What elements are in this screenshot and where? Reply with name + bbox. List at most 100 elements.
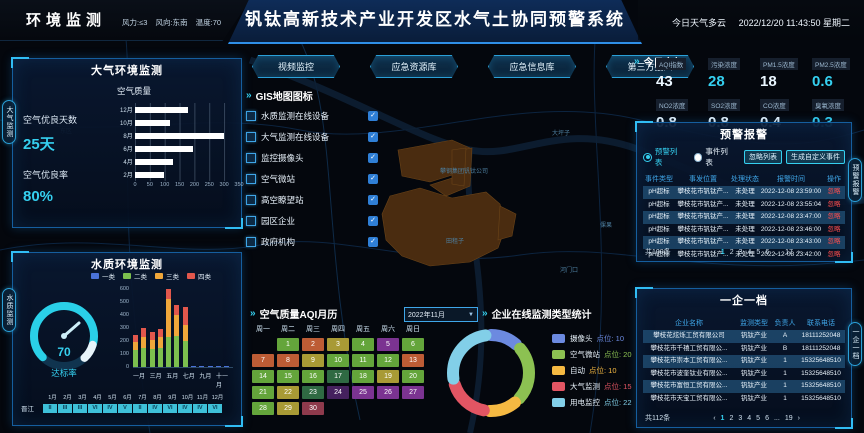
page-number[interactable]: 17	[785, 248, 793, 256]
month-label: 10月	[181, 395, 194, 401]
page-number[interactable]: 1	[720, 248, 725, 256]
page-number[interactable]: 3	[738, 248, 743, 256]
right-tab-enterprise[interactable]: 一企一档	[848, 322, 862, 366]
page-prev[interactable]: ‹	[713, 248, 716, 256]
air-bar-row: 8月	[117, 129, 237, 142]
page-number[interactable]: 3	[738, 414, 743, 422]
column-header: 报警时间	[777, 176, 805, 183]
left-tab-air[interactable]: 大气监测	[2, 100, 16, 144]
page-prev[interactable]: ‹	[713, 414, 716, 422]
page-number[interactable]: 2	[729, 414, 734, 422]
alarm-table-header: 事件类型 事发位置 处理状态 报警时间 操作	[643, 172, 845, 186]
custom-event-button[interactable]: 生成自定义事件	[786, 150, 845, 164]
calendar-day-cell: 19	[377, 370, 399, 383]
air-metric-value: 18	[760, 73, 777, 90]
axis-tick: 九月	[199, 374, 212, 380]
air-bar-category: 2月	[123, 173, 133, 179]
layer-checkbox[interactable]: ✓	[368, 152, 378, 163]
page-number[interactable]: ...	[774, 248, 781, 256]
month-label: 7月	[138, 395, 147, 401]
gis-layer-label: 监控摄像头	[261, 152, 304, 163]
water-level-cell: IV	[193, 403, 207, 413]
weekday-label: 周五	[356, 326, 370, 333]
page-number[interactable]: ...	[773, 414, 780, 422]
alarm-panel: 预警报警 预警列表 事件列表 忽略列表 生成自定义事件 事件类型 事发位置 处理状态…	[635, 121, 853, 263]
page-number[interactable]: 6	[765, 248, 770, 256]
gis-layer-item[interactable]: 监控摄像头 ✓	[246, 149, 378, 166]
toolbar-button[interactable]: 应急信息库	[488, 55, 576, 78]
page-number[interactable]: 1	[720, 414, 725, 422]
air-bar-row: 6月	[117, 142, 237, 155]
ignore-list-button[interactable]: 忽略列表	[744, 150, 782, 164]
stacked-bar	[133, 334, 138, 367]
event-list-label[interactable]: 事件列表	[705, 147, 728, 167]
legend-count: 点位: 15	[604, 381, 632, 391]
chevron-right-icon: »	[482, 308, 488, 319]
page-next[interactable]: ›	[797, 248, 801, 256]
layer-icon	[246, 215, 256, 226]
calendar-day-cell: 6	[402, 338, 424, 351]
table-cell: 钒钛产业	[741, 357, 767, 364]
calendar-day-cell: 24	[327, 386, 349, 399]
ignore-action[interactable]: 忽略	[827, 213, 841, 220]
header-right-block: 今日天气多云 2022/12/20 11:43:50 星期二	[638, 0, 864, 40]
layer-checkbox[interactable]: ✓	[368, 131, 378, 142]
layer-checkbox[interactable]: ✓	[368, 110, 378, 121]
alarm-controls: 预警列表 事件列表 忽略列表 生成自定义事件	[643, 146, 845, 168]
gis-layer-item[interactable]: 高空瞭望站 ✓	[246, 191, 378, 208]
bar-segment	[141, 347, 147, 367]
left-tab-water[interactable]: 水质监测	[2, 288, 16, 332]
gis-layer-item[interactable]: 大气监测在线设备 ✓	[246, 128, 378, 145]
page-number[interactable]: 5	[756, 248, 761, 256]
layer-checkbox[interactable]: ✓	[368, 173, 378, 184]
layer-checkbox[interactable]: ✓	[368, 236, 378, 247]
page-number[interactable]: 6	[765, 414, 769, 422]
ignore-action[interactable]: 忽略	[827, 188, 841, 195]
river-level-cells: II III III VI IV V II IV VI IV IV VI	[43, 403, 223, 413]
weather-today: 今日天气多云	[672, 18, 727, 28]
air-metric-value: 28	[708, 73, 725, 90]
page-number[interactable]: 2	[729, 248, 734, 256]
page-next[interactable]: ›	[797, 414, 800, 422]
alarm-table: 事件类型 事发位置 处理状态 报警时间 操作 pH超标 攀枝花市钒钛产... 未处理 2022…	[643, 172, 845, 261]
gis-layer-item[interactable]: 园区企业 ✓	[246, 212, 378, 229]
weekday-label: 周二	[281, 326, 295, 333]
layer-checkbox[interactable]: ✓	[368, 194, 378, 205]
air-bar	[134, 171, 165, 178]
water-level-cell: VI	[88, 403, 102, 413]
stacked-bar	[141, 328, 147, 367]
column-header: 监测类型	[740, 320, 768, 327]
toolbar-button[interactable]: 应急资源库	[370, 55, 458, 78]
air-chart-title: 空气质量	[117, 86, 152, 96]
stacked-bar	[182, 307, 188, 367]
page-number[interactable]: 19	[784, 414, 793, 422]
warn-list-label[interactable]: 预警列表	[654, 147, 678, 167]
gis-layer-item[interactable]: 空气微站 ✓	[246, 170, 378, 187]
gis-layer-item[interactable]: 水质监测在线设备 ✓	[246, 107, 378, 124]
layer-icon	[246, 152, 256, 163]
layer-checkbox[interactable]: ✓	[368, 215, 378, 226]
table-cell: pH超标	[648, 188, 670, 195]
ignore-action[interactable]: 忽略	[827, 200, 841, 208]
monitor-type-donut-chart	[438, 320, 544, 426]
legend-label: 摄像头	[570, 333, 593, 343]
water-level-cell: IV	[103, 403, 117, 413]
table-row: 攀枝花市天宝工贸有限公... 钒钛产业 1 15325648510	[643, 393, 845, 406]
axis-tick: 三月	[149, 374, 162, 380]
page-number[interactable]: 4	[747, 248, 752, 256]
water-panel: 水质环境监测 一类 二类 三类 四类 70 达标率 600 500 400 300 200 10…	[11, 251, 243, 427]
page-number[interactable]: 5	[756, 414, 761, 422]
toolbar-button[interactable]: 视频监控	[252, 55, 340, 78]
ignore-action[interactable]: 忽略	[827, 225, 841, 233]
calendar-day-cell: 21	[252, 386, 274, 399]
month-label: 12月	[211, 395, 224, 401]
gis-layer-item[interactable]: 政府机构 ✓	[246, 233, 378, 250]
month-select[interactable]: 2022年11月 ▼	[404, 307, 478, 322]
table-cell: 攀枝花市崇本工贸有限公...	[650, 357, 728, 364]
warn-list-radio[interactable]	[643, 152, 652, 162]
table-cell: 攀枝花市钒钛产...	[677, 200, 729, 208]
event-list-radio[interactable]	[693, 152, 703, 162]
page-number[interactable]: 4	[747, 414, 752, 422]
right-tab-alarm[interactable]: 预警报警	[848, 158, 862, 202]
calendar-day-cell: 1	[277, 338, 299, 351]
